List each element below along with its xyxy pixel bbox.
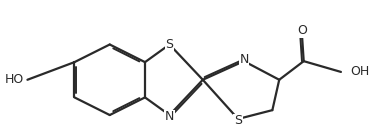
Text: S: S bbox=[166, 38, 173, 51]
Text: N: N bbox=[165, 111, 174, 123]
Text: OH: OH bbox=[351, 65, 370, 78]
Text: S: S bbox=[234, 114, 242, 127]
Text: N: N bbox=[239, 53, 248, 66]
Text: O: O bbox=[297, 24, 307, 37]
Text: HO: HO bbox=[5, 73, 25, 86]
